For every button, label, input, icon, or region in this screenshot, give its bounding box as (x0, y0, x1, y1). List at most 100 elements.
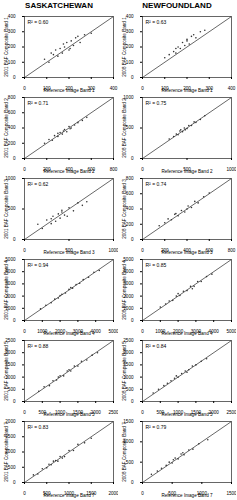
svg-text:2001 BAF Composite Band 7: 2001 BAF Composite Band 7 (4, 422, 9, 482)
svg-text:400: 400 (8, 14, 16, 19)
svg-text:1000: 1000 (108, 248, 118, 253)
svg-text:400: 400 (126, 14, 134, 19)
svg-text:R² = 0.75: R² = 0.75 (146, 100, 167, 106)
svg-text:0: 0 (131, 156, 134, 161)
svg-text:5000: 5000 (108, 329, 118, 334)
svg-text:0: 0 (13, 399, 16, 404)
svg-text:0: 0 (13, 318, 16, 323)
svg-text:600: 600 (126, 191, 134, 196)
svg-text:0: 0 (13, 75, 16, 80)
svg-text:0: 0 (141, 329, 144, 334)
svg-text:0: 0 (23, 491, 26, 496)
svg-text:R² = 0.71: R² = 0.71 (28, 100, 49, 106)
svg-text:500: 500 (8, 465, 16, 470)
svg-text:200: 200 (8, 44, 16, 49)
html-text:NEWFOUNDLAND: NEWFOUNDLAND (142, 1, 212, 10)
svg-text:0: 0 (13, 480, 16, 485)
svg-text:300: 300 (126, 29, 134, 34)
svg-text:R² = 0.88: R² = 0.88 (28, 343, 49, 349)
svg-text:500: 500 (8, 387, 16, 392)
svg-text:R² = 0.63: R² = 0.63 (146, 19, 167, 25)
svg-text:R² = 0.79: R² = 0.79 (146, 424, 167, 430)
svg-text:Reference Image Band 1: Reference Image Band 1 (43, 88, 95, 93)
svg-text:2008 BAF Composite Band 4: 2008 BAF Composite Band 4 (122, 260, 127, 320)
svg-text:Reference Image Band 5: Reference Image Band 5 (43, 412, 95, 417)
svg-text:200: 200 (126, 44, 134, 49)
svg-text:800: 800 (110, 167, 118, 172)
svg-text:0: 0 (131, 318, 134, 323)
svg-text:Reference Image Band 1: Reference Image Band 1 (161, 88, 213, 93)
svg-text:2008 BAF Composite Band 2: 2008 BAF Composite Band 2 (122, 98, 127, 158)
svg-text:0: 0 (141, 491, 144, 496)
svg-text:0: 0 (23, 329, 26, 334)
svg-text:R² = 0.85: R² = 0.85 (146, 262, 167, 268)
svg-text:0: 0 (23, 248, 26, 253)
svg-text:0: 0 (131, 399, 134, 404)
svg-text:2001 BAF Composite Band 4: 2001 BAF Composite Band 4 (4, 260, 9, 320)
svg-text:600: 600 (8, 110, 16, 115)
svg-text:2008 BAF Composite Band 7: 2008 BAF Composite Band 7 (122, 422, 127, 482)
svg-text:R² = 0.83: R² = 0.83 (28, 424, 49, 430)
svg-text:400: 400 (228, 86, 236, 91)
svg-text:3000: 3000 (5, 281, 16, 287)
svg-text:500: 500 (126, 460, 134, 465)
svg-text:2000: 2000 (108, 491, 118, 496)
svg-text:2008 BAF Composite Band 3: 2008 BAF Composite Band 3 (122, 179, 127, 239)
svg-text:0: 0 (141, 167, 144, 172)
svg-text:0: 0 (141, 248, 144, 253)
svg-text:0: 0 (23, 410, 26, 415)
svg-text:500: 500 (8, 206, 16, 211)
svg-text:2001 BAF Composite Band 1: 2001 BAF Composite Band 1 (4, 17, 9, 77)
svg-text:2008 BAF Composite Band 5: 2008 BAF Composite Band 5 (122, 341, 127, 401)
svg-text:800: 800 (126, 176, 134, 181)
svg-text:500: 500 (126, 387, 134, 392)
svg-text:R² = 0.84: R² = 0.84 (146, 343, 167, 349)
svg-text:800: 800 (8, 95, 16, 100)
svg-text:2001 BAF Composite Band 3: 2001 BAF Composite Band 3 (4, 179, 9, 239)
svg-text:2008 BAF Composite Band 1: 2008 BAF Composite Band 1 (122, 17, 127, 77)
svg-text:100: 100 (8, 60, 16, 65)
svg-text:R² = 0.74: R² = 0.74 (146, 181, 167, 187)
svg-text:400: 400 (8, 125, 16, 130)
svg-text:Reference Image Band 2: Reference Image Band 2 (43, 169, 95, 174)
svg-text:0: 0 (141, 86, 144, 91)
svg-text:R² = 0.60: R² = 0.60 (28, 19, 49, 25)
svg-text:1000: 1000 (226, 167, 236, 172)
svg-text:Reference Image Band 3: Reference Image Band 3 (161, 250, 213, 255)
svg-text:0: 0 (131, 480, 134, 485)
svg-text:0: 0 (131, 237, 134, 242)
svg-text:500: 500 (126, 125, 134, 130)
svg-text:5000: 5000 (226, 329, 236, 334)
svg-text:0: 0 (23, 167, 26, 172)
svg-text:2001 BAF Composite Band 5: 2001 BAF Composite Band 5 (4, 341, 9, 401)
svg-text:4000: 4000 (5, 269, 16, 275)
svg-text:R² = 0.94: R² = 0.94 (28, 262, 49, 268)
svg-text:Reference Image Band 2: Reference Image Band 2 (161, 169, 213, 174)
svg-text:1500: 1500 (226, 491, 236, 496)
svg-text:0: 0 (141, 410, 144, 415)
svg-text:2001 BAF Composite Band 2: 2001 BAF Composite Band 2 (4, 98, 9, 158)
svg-text:Reference Image Band 4: Reference Image Band 4 (43, 331, 95, 336)
svg-text:800: 800 (228, 248, 236, 253)
svg-text:2500: 2500 (226, 410, 236, 415)
svg-text:Reference Image Band 5: Reference Image Band 5 (161, 412, 213, 417)
svg-text:Reference Image Band 4: Reference Image Band 4 (161, 331, 213, 336)
svg-text:0: 0 (131, 75, 134, 80)
svg-text:Reference Image Band 3: Reference Image Band 3 (43, 250, 95, 255)
svg-text:300: 300 (8, 29, 16, 34)
svg-text:0: 0 (23, 86, 26, 91)
svg-text:0: 0 (13, 156, 16, 161)
svg-text:Reference Image Band 7: Reference Image Band 7 (43, 493, 95, 498)
svg-text:0: 0 (13, 237, 16, 242)
svg-text:400: 400 (126, 206, 134, 211)
svg-text:Reference Image Band 7: Reference Image Band 7 (161, 493, 213, 498)
svg-text:200: 200 (126, 222, 134, 227)
svg-text:R² = 0.62: R² = 0.62 (28, 181, 49, 187)
svg-text:2000: 2000 (5, 293, 16, 299)
svg-text:1000: 1000 (5, 305, 16, 311)
html-text:SASKATCHEWAN: SASKATCHEWAN (25, 1, 93, 10)
svg-text:200: 200 (8, 141, 16, 146)
svg-text:400: 400 (110, 86, 118, 91)
svg-text:2500: 2500 (108, 410, 118, 415)
svg-text:100: 100 (126, 60, 134, 65)
